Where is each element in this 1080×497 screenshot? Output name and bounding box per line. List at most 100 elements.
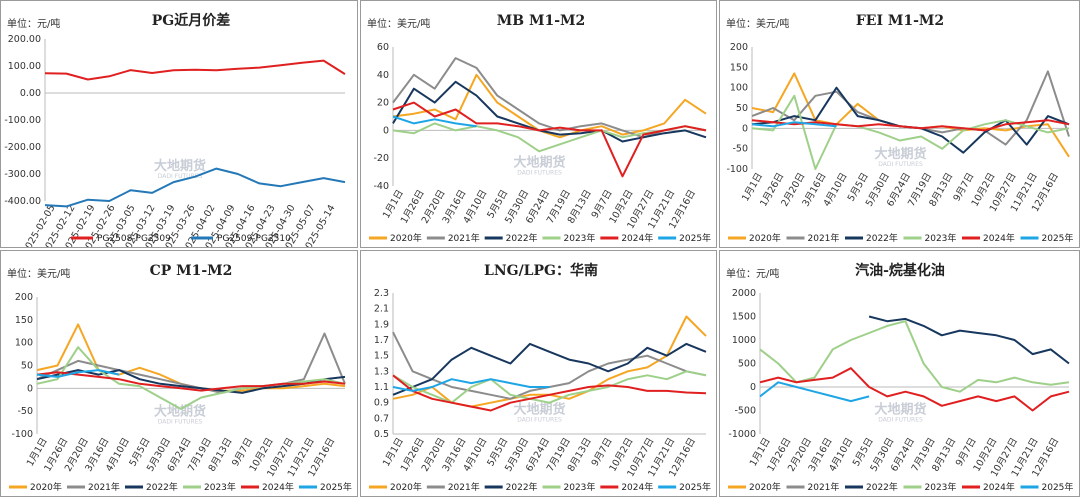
y-tick-label: -200.00 xyxy=(4,142,41,153)
series-line xyxy=(759,367,1070,412)
legend-label: 2022年 xyxy=(866,232,898,244)
series-line xyxy=(392,101,707,178)
series-line xyxy=(392,315,707,408)
chart-title: LNG/LPG：华南 xyxy=(484,262,598,279)
legend-label: 2021年 xyxy=(448,232,480,244)
legend-label: PG2508-PG2509 xyxy=(97,234,171,244)
y-tick-label: 150 xyxy=(730,62,748,73)
legend-label: 2023年 xyxy=(564,232,596,244)
y-tick-label: 2.1 xyxy=(374,304,389,315)
y-tick-label: 100 xyxy=(15,338,33,349)
series-line xyxy=(392,342,707,396)
legend-label: 2022年 xyxy=(506,481,538,493)
series-line xyxy=(44,167,346,208)
y-tick-label: 0 xyxy=(27,383,33,394)
watermark-text: 大地期货 xyxy=(154,404,206,420)
chart-title: MB M1-M2 xyxy=(497,13,586,29)
chart-mb-m1m2: MB M1-M2 单位：美元/吨 大地期货 DADI FUTURES 60 40 20 0 -2… xyxy=(360,0,717,248)
legend-label: 2025年 xyxy=(679,481,711,493)
legend-label: 2021年 xyxy=(808,232,840,244)
unit-label: 单位：美元/吨 xyxy=(367,17,430,30)
series-line xyxy=(44,59,346,81)
watermark-text: 大地期货 xyxy=(874,402,926,418)
y-tick-label: -100 xyxy=(726,164,748,175)
legend-label: 2025年 xyxy=(1042,481,1074,493)
series-line xyxy=(36,369,120,378)
chart-title: 汽油-烷基化油 xyxy=(855,262,945,279)
legend-label: 2020年 xyxy=(749,232,781,244)
y-tick-label: 1.1 xyxy=(374,382,389,393)
series-line xyxy=(392,331,707,400)
series-line xyxy=(751,121,837,128)
y-tick-label: 0.7 xyxy=(374,413,389,424)
watermark-sub: DADI FUTURES xyxy=(158,173,203,180)
y-tick-label: -1000 xyxy=(728,429,756,440)
legend-label: 2022年 xyxy=(146,481,178,493)
series-line xyxy=(868,315,1070,365)
y-tick-label: -100 xyxy=(11,429,33,440)
watermark-sub: DADI FUTURES xyxy=(878,161,923,168)
legend-label: 2022年 xyxy=(506,232,538,244)
legend-label: 2024年 xyxy=(262,481,294,493)
y-tick-label: 50 xyxy=(21,361,33,372)
watermark-sub: DADI FUTURES xyxy=(517,170,562,177)
legend-label: 2020年 xyxy=(749,481,781,493)
series-line xyxy=(36,332,346,394)
series-line xyxy=(759,381,870,403)
y-tick-label: -50 xyxy=(17,406,33,417)
y-tick-label: 1.3 xyxy=(374,366,389,377)
unit-label: 单位：元/吨 xyxy=(726,267,779,280)
series-line xyxy=(392,80,707,143)
watermark-sub: DADI FUTURES xyxy=(517,417,562,424)
y-tick-label: 50 xyxy=(736,103,748,114)
y-tick-label: -40 xyxy=(373,181,389,192)
series-line xyxy=(392,378,550,392)
watermark-text: 大地期货 xyxy=(513,155,565,171)
y-tick-label: 0.9 xyxy=(374,398,389,409)
y-tick-label: 1.7 xyxy=(374,335,389,346)
watermark-sub: DADI FUTURES xyxy=(878,417,923,424)
chart-cp-m1m2: CP M1-M2 单位：美元/吨 大地期货 DADI FUTURES 200 150 100… xyxy=(0,250,358,497)
y-tick-label: 60 xyxy=(377,42,389,53)
unit-label: 单位：元/吨 xyxy=(7,17,60,30)
y-tick-label: 1.9 xyxy=(374,319,389,330)
series-line xyxy=(392,370,707,404)
y-tick-label: 1500 xyxy=(732,312,756,323)
legend-label: 2021年 xyxy=(808,481,840,493)
y-tick-label: 100 xyxy=(730,83,748,94)
legend-label: 2020年 xyxy=(30,481,62,493)
y-tick-label: 150 xyxy=(15,315,33,326)
series-line xyxy=(392,115,477,128)
series-line xyxy=(36,369,346,394)
legend-label: 2025年 xyxy=(679,232,711,244)
y-tick-label: 0 xyxy=(750,382,756,393)
legend-label: 2021年 xyxy=(448,481,480,493)
legend-label: 2023年 xyxy=(564,481,596,493)
y-tick-label: 2000 xyxy=(732,288,756,299)
y-tick-label: -400.00 xyxy=(4,196,41,207)
watermark-text: 大地期货 xyxy=(154,158,206,174)
unit-label: 单位：美元/吨 xyxy=(726,17,789,30)
y-tick-label: 1.5 xyxy=(374,351,389,362)
series-line xyxy=(392,57,707,139)
watermark-text: 大地期货 xyxy=(513,402,565,418)
chart-gasoline-alkylate: 汽油-烷基化油 单位：元/吨 大地期货 DADI FUTURES 2000 1500 100… xyxy=(719,250,1080,497)
chart-title: PG近月价差 xyxy=(152,12,230,29)
y-tick-label: 100.00 xyxy=(8,61,41,72)
y-tick-label: 200.00 xyxy=(8,34,41,45)
legend-label: 2021年 xyxy=(88,481,120,493)
y-tick-label: -20 xyxy=(373,153,389,164)
legend-label: 2020年 xyxy=(390,232,422,244)
series-line xyxy=(36,346,346,410)
series-line xyxy=(392,73,707,139)
y-tick-label: -50 xyxy=(732,144,748,155)
legend-label: 2024年 xyxy=(983,232,1015,244)
y-tick-label: -500 xyxy=(734,406,756,417)
legend-label: 2025年 xyxy=(1042,232,1074,244)
series-line xyxy=(36,371,346,392)
y-tick-label: 500 xyxy=(738,359,756,370)
y-tick-label: 0 xyxy=(383,125,389,136)
legend-label: 2022年 xyxy=(866,481,898,493)
y-tick-label: 2.3 xyxy=(374,288,389,299)
watermark-text: 大地期货 xyxy=(874,146,926,162)
